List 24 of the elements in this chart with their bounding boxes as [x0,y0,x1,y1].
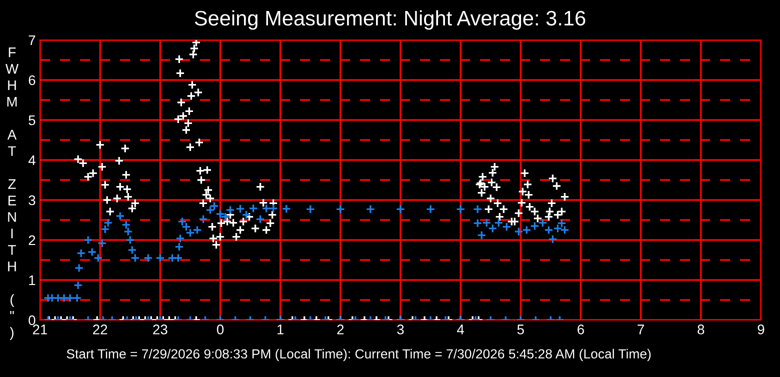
x-tick-label: 21 [32,324,48,334]
y-tick-label: 2 [28,235,36,246]
x-tick-label: 23 [153,324,168,334]
x-tick-label: 2 [337,324,344,334]
chart-title: Seeing Measurement: Night Average: 3.16 [194,10,586,30]
y-tick-label: 4 [28,155,36,166]
y-tick-label: 6 [28,75,36,86]
y-tick-label: 0 [28,315,36,326]
x-tick-label: 0 [216,324,224,334]
y-tick-label: 7 [28,35,36,46]
text: FWHM AT ZENITH (") [6,48,19,340]
x-tick-label: 22 [93,324,108,334]
y-tick-label: 5 [28,115,36,126]
x-tick-label: 8 [698,324,704,334]
x-tick-label: 9 [758,324,764,334]
x-tick-label: 5 [517,324,524,334]
x-tick-label: 1 [278,324,284,334]
x-tick-label: 6 [578,324,584,334]
x-tick-label: 7 [638,324,644,334]
y-tick-label: 3 [28,195,36,206]
x-tick-label: 4 [457,324,464,334]
x-tick-label: 3 [397,324,404,334]
y-tick-label: 1 [29,275,36,286]
text: Start Time = 7/29/2026 9:08:33 PM (Local Time): Current Time = 7/30/2026 5:45:28 AM (Local Time) [66,348,651,362]
